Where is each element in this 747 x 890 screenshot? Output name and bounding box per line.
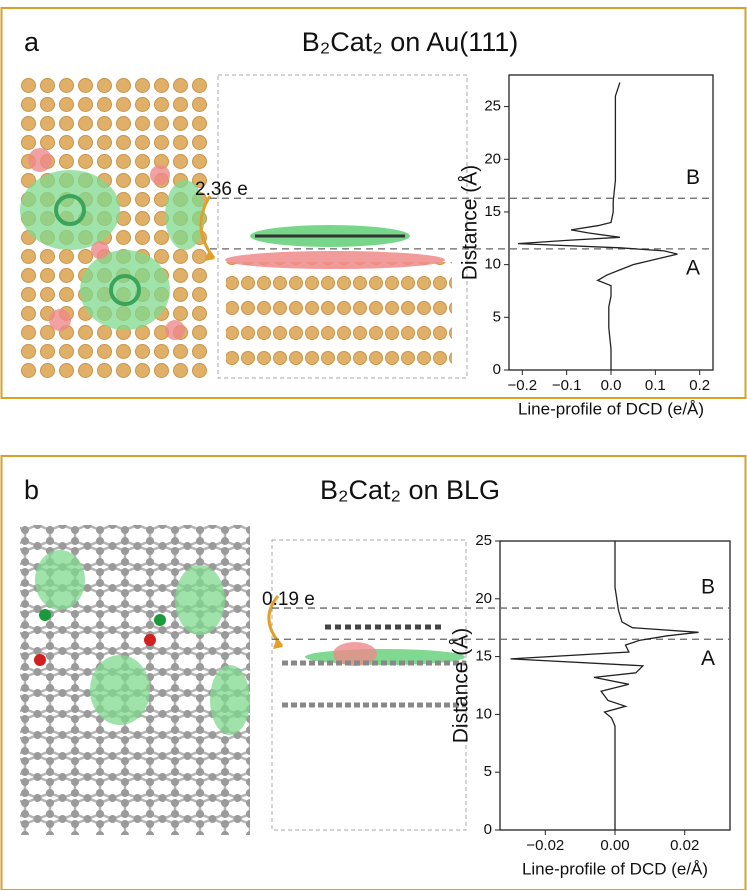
x-axis-label: Line-profile of DCD (e/Å) [518, 399, 704, 418]
x-axis-label: Line-profile of DCD (e/Å) [522, 859, 708, 878]
profile-line [518, 82, 678, 370]
y-tick-label: 10 [484, 256, 501, 273]
y-tick-label: 15 [475, 648, 492, 665]
annotation: B [701, 576, 715, 599]
top-view-image [20, 525, 250, 835]
profile-line [511, 541, 699, 830]
y-tick-label: 25 [475, 532, 492, 549]
x-tick-label: 0.1 [645, 377, 666, 394]
x-tick-label: 0.00 [600, 837, 629, 854]
charge-label: 2.36 e [195, 179, 248, 200]
y-tick-label: 25 [484, 98, 501, 115]
side-view-image [272, 540, 466, 830]
y-tick-label: 15 [484, 203, 501, 220]
x-tick-label: −0.2 [507, 377, 537, 394]
x-tick-label: 0.0 [601, 377, 622, 394]
x-tick-label: −0.1 [552, 377, 582, 394]
annotation: B [686, 166, 700, 189]
y-tick-label: 5 [484, 763, 492, 780]
y-tick-label: 0 [493, 361, 501, 378]
side-view-image [218, 75, 467, 378]
top-view-image [18, 75, 208, 378]
chart-title: B₂Cat₂ on BLG [320, 475, 500, 505]
y-tick-label: 10 [475, 705, 492, 722]
chart-title: B₂Cat₂ on Au(111) [302, 27, 519, 57]
y-tick-label: 20 [475, 590, 492, 607]
panel-label: b [24, 475, 39, 505]
y-tick-label: 20 [484, 150, 501, 167]
x-tick-label: −0.02 [526, 837, 564, 854]
x-tick-label: 0.2 [689, 377, 710, 394]
x-tick-label: 0.02 [670, 837, 699, 854]
panel-label: a [24, 27, 40, 57]
figure: a B₂Cat₂ on Au(111) 2.36 e 0 5 10 15 20 25 −0.2 −0… [0, 0, 747, 890]
charge-label: 0.19 e [262, 589, 315, 610]
y-axis-label: Distance (Å) [459, 165, 482, 281]
annotation: A [701, 647, 715, 670]
y-axis-label: Distance (Å) [450, 628, 473, 744]
y-tick-label: 0 [484, 821, 492, 838]
annotation: A [686, 256, 700, 279]
y-tick-label: 5 [493, 308, 501, 325]
